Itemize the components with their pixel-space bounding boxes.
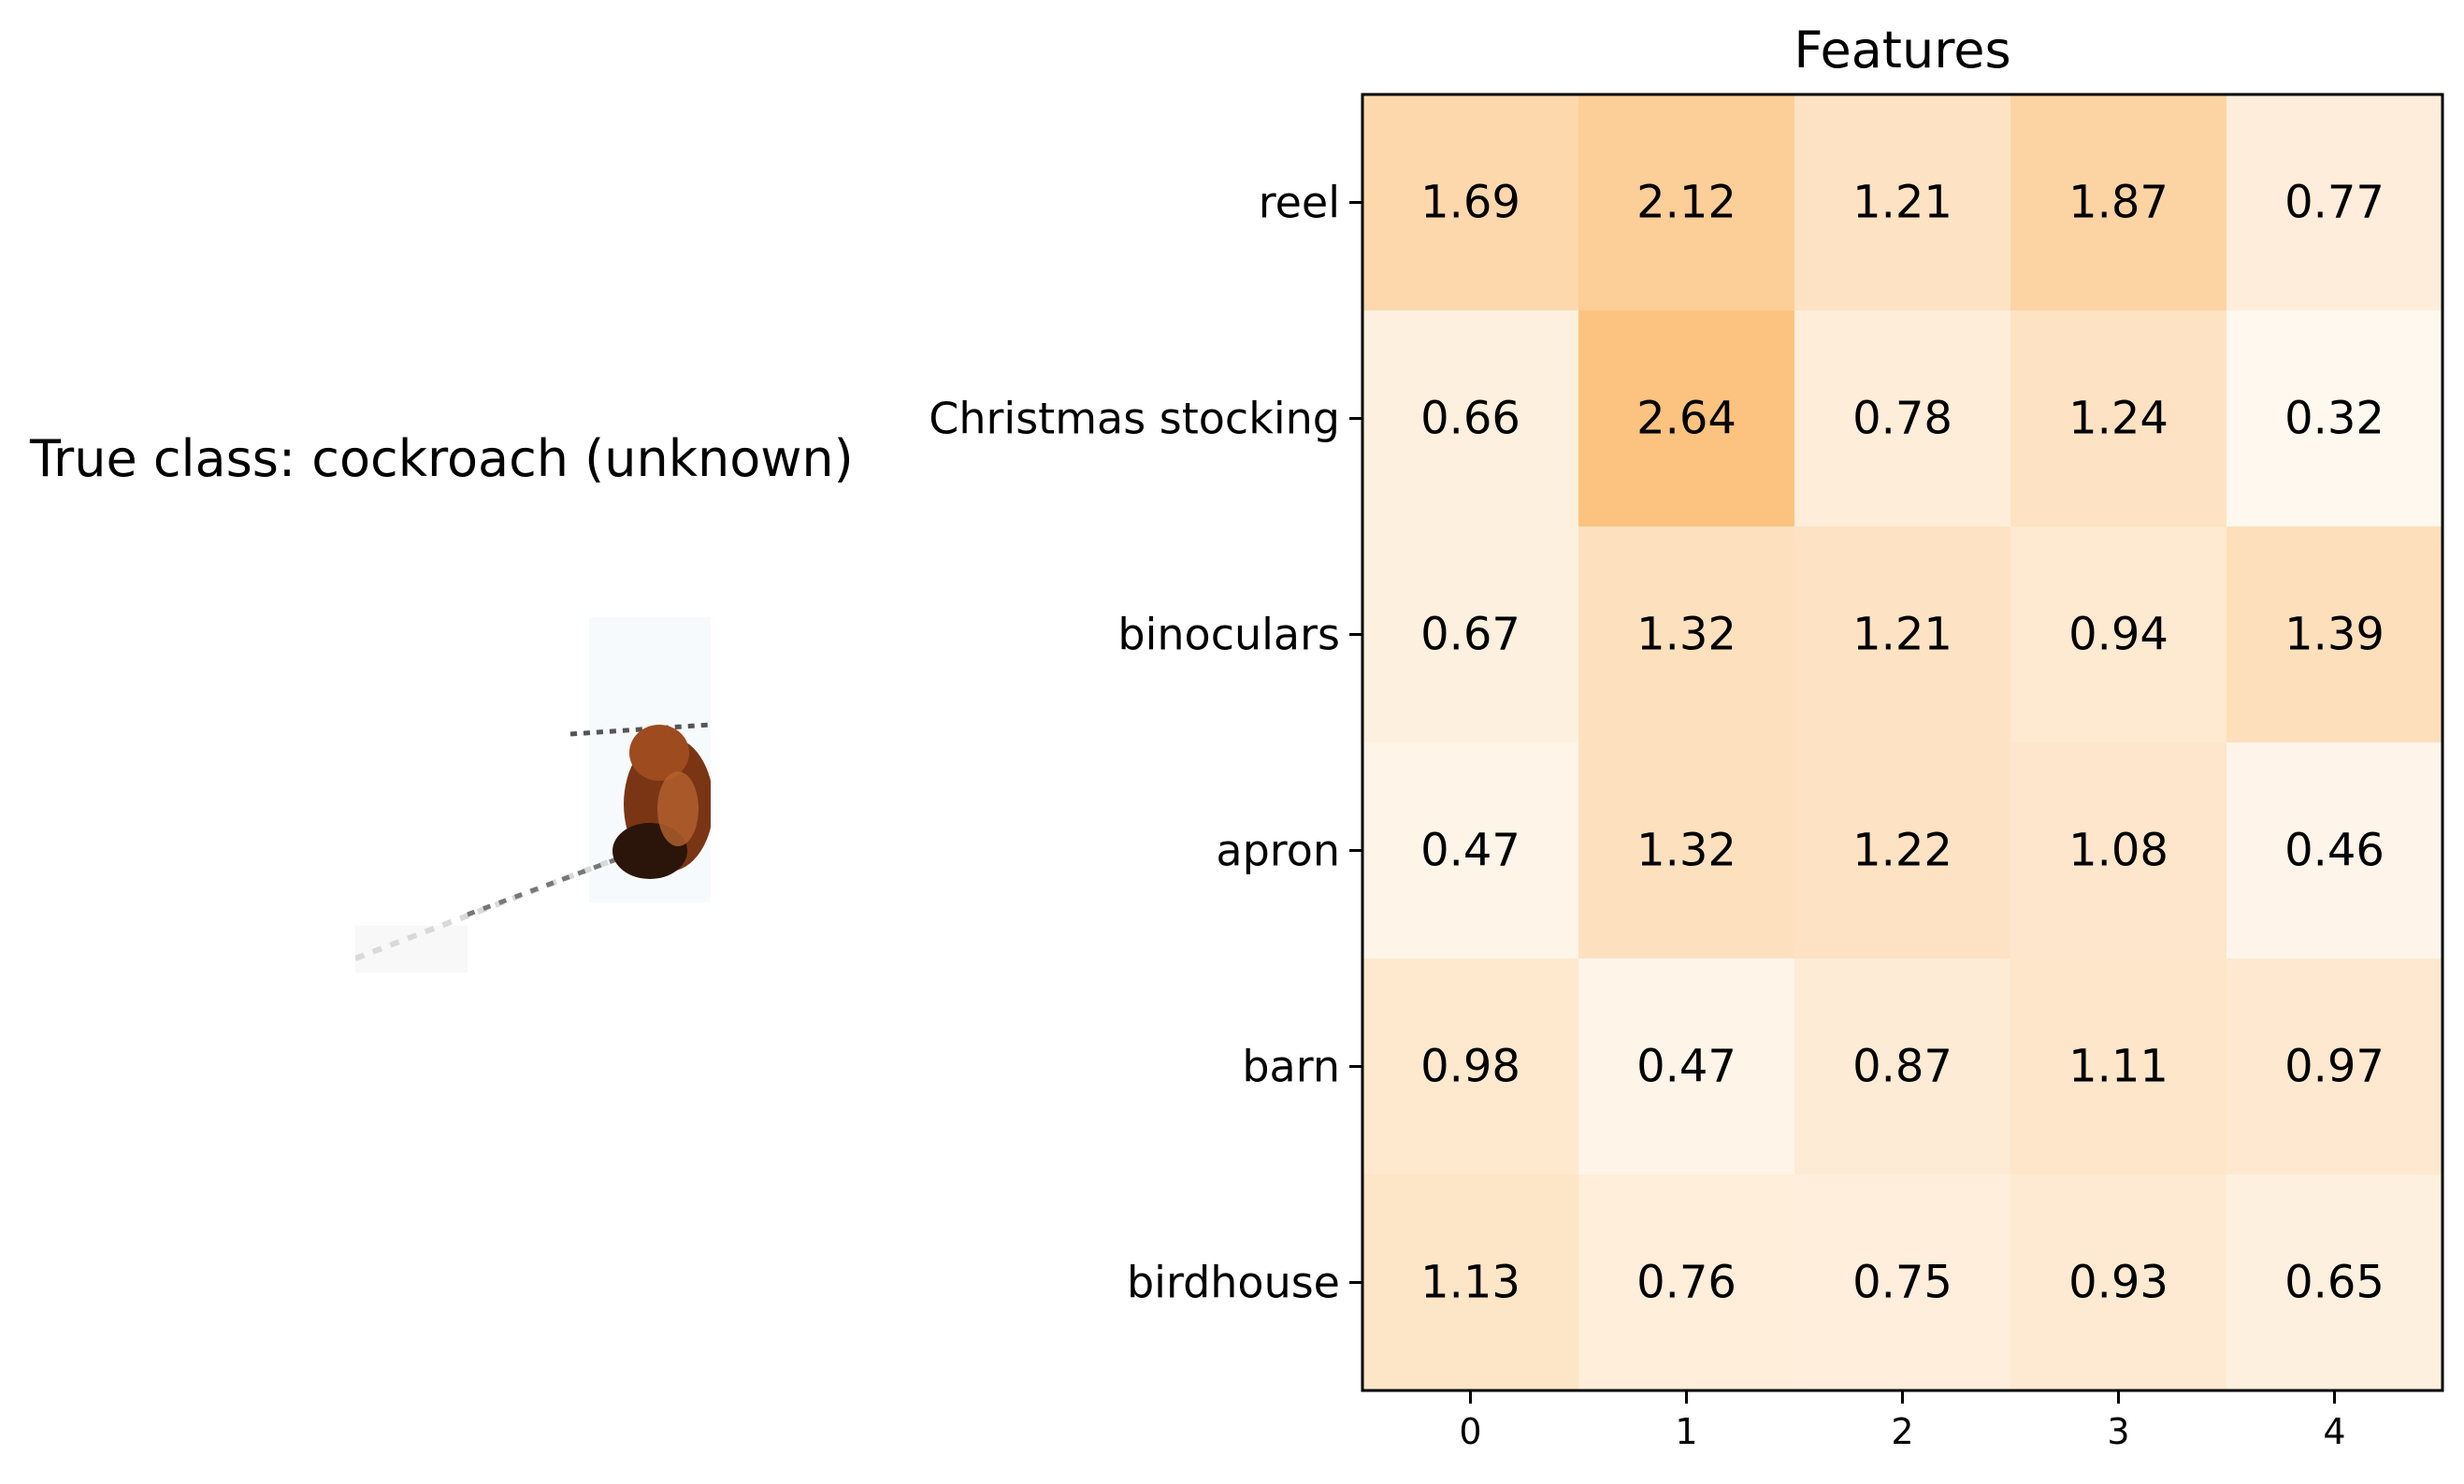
heatmap-cell: [2010, 742, 2227, 959]
cell-value-label: 2.12: [1636, 177, 1736, 229]
cell-value-label: 0.94: [2068, 609, 2169, 661]
heatmap-cell: [1578, 526, 1795, 743]
heatmap-cell: [1362, 958, 1579, 1175]
cell-value-label: 1.08: [2068, 825, 2169, 877]
y-tick-label: barn: [1242, 1042, 1340, 1092]
heatmap-cell: [1578, 94, 1795, 311]
cell-value-label: 0.66: [1420, 393, 1520, 445]
heatmap-cell: [1794, 94, 2011, 311]
cell-value-label: 0.97: [2284, 1041, 2385, 1093]
heatmap-cell: [2226, 958, 2443, 1175]
cell-value-label: 1.21: [1852, 177, 1952, 229]
cell-value-label: 0.32: [2284, 393, 2385, 445]
heatmap-cell: [1362, 310, 1579, 527]
heatmap-cell: [2226, 310, 2443, 527]
heatmap-cell: [1362, 526, 1579, 743]
heatmap-cell: [1794, 526, 2011, 743]
y-tick-label: reel: [1259, 178, 1340, 228]
x-tick-label: 0: [1459, 1411, 1481, 1452]
cell-value-label: 1.39: [2284, 609, 2385, 661]
cockroach-photo-drawing: [353, 617, 720, 973]
cell-value-label: 1.21: [1852, 609, 1952, 661]
cell-value-label: 1.24: [2068, 393, 2169, 445]
heatmap-cell: [1578, 958, 1795, 1175]
cell-value-label: 1.32: [1636, 609, 1736, 661]
heatmap-cell: [2010, 1174, 2227, 1391]
x-tick-label: 1: [1675, 1411, 1697, 1452]
heatmap-cell: [1794, 958, 2011, 1175]
heatmap-cell: [2010, 958, 2227, 1175]
heatmap-cell: [1362, 1174, 1579, 1391]
heatmap-cell: [1794, 742, 2011, 959]
x-tick-label: 4: [2323, 1411, 2345, 1452]
heatmap-cell: [1578, 742, 1795, 959]
y-tick-label: birdhouse: [1127, 1258, 1340, 1308]
y-axis: reel Christmas stocking binoculars apron bar…: [929, 178, 1362, 1308]
cockroach-photo: [353, 617, 720, 991]
cell-value-label: 1.11: [2068, 1041, 2169, 1093]
x-axis: 0 1 2 3 4: [1459, 1390, 2346, 1452]
heatmap-cell: [1362, 742, 1579, 959]
cell-value-label: 0.93: [2068, 1257, 2169, 1309]
heatmap-cell: [2010, 94, 2227, 311]
cell-value-label: 0.47: [1420, 825, 1520, 877]
heatmap-cell: [1794, 310, 2011, 527]
y-tick-label: Christmas stocking: [929, 394, 1340, 444]
cell-value-label: 2.64: [1636, 393, 1736, 445]
heatmap-cell: [2010, 526, 2227, 743]
cell-value-label: 1.87: [2068, 177, 2169, 229]
cell-value-label: 0.47: [1636, 1041, 1736, 1093]
cell-value-label: 0.46: [2284, 825, 2385, 877]
cell-value-label: 0.76: [1636, 1257, 1736, 1309]
left-panel-title: True class: cockroach (unknown): [30, 429, 854, 488]
cell-value-label: 0.98: [1420, 1041, 1520, 1093]
cell-value-label: 0.77: [2284, 177, 2385, 229]
heatmap-cell: [2226, 526, 2443, 743]
cell-value-label: 0.87: [1852, 1041, 1952, 1093]
heatmap-cell: [1578, 1174, 1795, 1391]
heatmap-cell: [1362, 94, 1579, 311]
heatmap-cell: [2226, 1174, 2443, 1391]
cell-value-label: 0.67: [1420, 609, 1520, 661]
cell-value-label: 1.22: [1852, 825, 1952, 877]
cell-value-label: 0.75: [1852, 1257, 1952, 1309]
cell-value-label: 1.69: [1420, 177, 1520, 229]
cell-value-label: 1.13: [1420, 1257, 1520, 1309]
y-tick-label: binoculars: [1117, 610, 1340, 660]
cell-value-label: 1.32: [1636, 825, 1736, 877]
heatmap-cells: [1362, 94, 2443, 1391]
heatmap-cell-labels: 1.69 2.12 1.21 1.87 0.77 0.66 2.64 0.78 1.24 0.32…: [1420, 177, 2385, 1309]
x-tick-label: 2: [1891, 1411, 1913, 1452]
cell-value-label: 0.78: [1852, 393, 1952, 445]
heatmap-cell: [2010, 310, 2227, 527]
heatmap-cell: [2226, 742, 2443, 959]
x-tick-label: 3: [2107, 1411, 2129, 1452]
heatmap-cell: [1794, 1174, 2011, 1391]
y-tick-label: apron: [1216, 826, 1340, 876]
chart-title: Features: [1794, 21, 2010, 79]
heatmap-cell: [2226, 94, 2443, 311]
cell-value-label: 0.65: [2284, 1257, 2385, 1309]
heatmap-cell: [1578, 310, 1795, 527]
